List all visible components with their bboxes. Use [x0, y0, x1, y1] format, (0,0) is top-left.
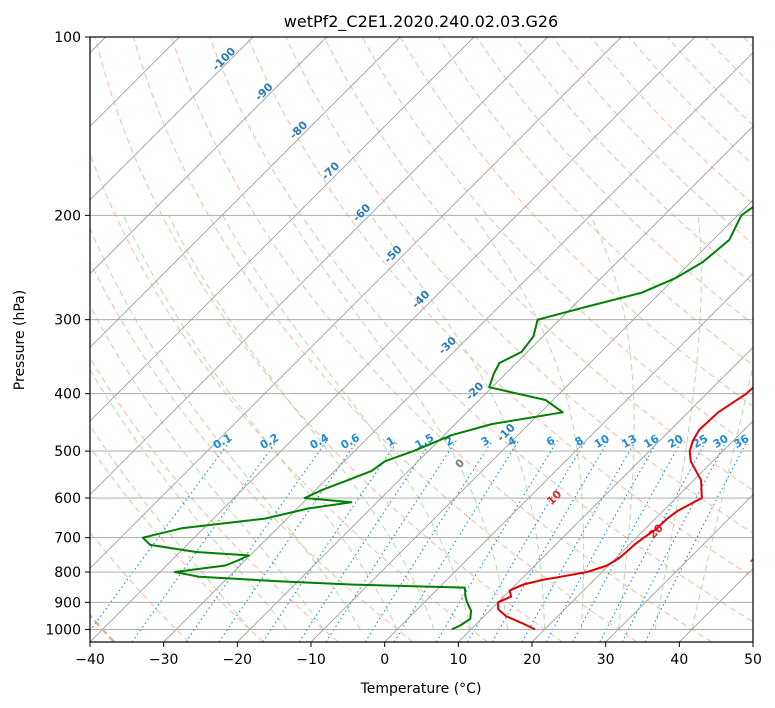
- isotherm-line: [90, 37, 475, 422]
- isotherm-line: [752, 641, 753, 642]
- plot-frame: [89, 36, 754, 643]
- dry-adiabat-line: [90, 260, 414, 642]
- isotherm-line: [384, 273, 753, 642]
- y-tick-label: 100: [54, 30, 81, 46]
- mixing-ratio-line: [364, 440, 493, 642]
- isotherms: [90, 37, 753, 642]
- moist-adiabat-line: [123, 215, 398, 630]
- x-axis: −40 −30 −20 −10 0 10 20 30 40 50: [75, 642, 762, 668]
- isotherm-line: [90, 37, 254, 201]
- isotherm-line: [237, 125, 753, 642]
- y-tick-label: 200: [54, 208, 81, 224]
- mixing-ratio-line: [185, 440, 328, 642]
- isotherm-line: [90, 37, 548, 496]
- y-tick-label: 700: [54, 531, 81, 547]
- mixing-ratio-line: [599, 440, 707, 642]
- dry-adiabat-line: [769, 24, 775, 642]
- temperature-profile-line: [497, 386, 753, 631]
- isotherm-line: [163, 52, 753, 642]
- isotherm-line: [90, 37, 696, 642]
- y-tick-label: 900: [54, 595, 81, 611]
- y-tick-label: 1000: [45, 622, 81, 638]
- mixing-ratio-line: [545, 440, 659, 642]
- isotherm-line: [605, 494, 753, 642]
- mixing-ratio-line: [521, 440, 637, 642]
- dry-adiabat-line: [209, 37, 753, 623]
- isotherm-line: [458, 346, 753, 642]
- moist-adiabat-line: [90, 304, 325, 630]
- dry-adiabat-label: 30: [748, 550, 768, 570]
- mixing-ratio-line: [131, 440, 278, 642]
- x-tick-label: 0: [380, 652, 389, 668]
- x-tick-label: 40: [670, 652, 688, 668]
- isotherm-line: [90, 37, 622, 569]
- chart-title: wetPf2_C2E1.2020.240.02.03.G26: [284, 12, 558, 32]
- mixing-ratio-line: [467, 440, 587, 642]
- x-tick-label: 10: [449, 652, 467, 668]
- mixing-ratio-line: [393, 440, 520, 642]
- mixing-ratio-line: [621, 440, 728, 642]
- dry-adiabat-line: [437, 37, 753, 366]
- x-tick-label: −10: [296, 652, 326, 668]
- x-tick-label: 20: [523, 652, 541, 668]
- x-tick-label: −20: [223, 652, 253, 668]
- dewpoint-profile-line: [141, 205, 753, 631]
- isotherm-line: [310, 199, 753, 642]
- dry-adiabat-line: [323, 37, 753, 491]
- profiles: [141, 205, 753, 631]
- plot-area: 0.1 0.2 0.4 0.6 1 1.5 2 3 4 6 8 10 13 16 20 25 30 36-100-…: [90, 24, 775, 642]
- x-axis-title: Temperature (°C): [360, 681, 482, 697]
- x-tick-label: 30: [597, 652, 615, 668]
- y-tick-label: 800: [54, 565, 81, 581]
- dry-adiabat-line: [90, 446, 264, 642]
- dry-adiabat-line: [361, 37, 753, 449]
- mixing-ratio-line: [572, 440, 683, 642]
- mixing-ratio-line: [644, 440, 748, 642]
- mixing-ratio-line: [298, 440, 432, 642]
- dry-adiabat-line: [247, 37, 753, 578]
- mixing-ratio-lines: [90, 440, 748, 642]
- y-axis-title: Pressure (hPa): [12, 290, 28, 390]
- dry-adiabat-line: [399, 37, 753, 407]
- x-tick-label: −30: [149, 652, 179, 668]
- pressure-gridlines: [90, 37, 753, 630]
- x-tick-label: −40: [75, 652, 105, 668]
- dry-adiabat-line: [132, 37, 638, 642]
- dry-adiabat-line: [285, 37, 753, 535]
- y-axis: 100 200 300 400 500 600 700 800 900 1000: [45, 30, 90, 638]
- y-tick-label: 300: [54, 313, 81, 329]
- y-tick-label: 400: [54, 387, 81, 403]
- y-tick-label: 500: [54, 444, 81, 460]
- isotherm-line: [90, 37, 327, 275]
- y-tick-label: 600: [54, 491, 81, 507]
- mixing-ratio-line: [435, 440, 558, 642]
- x-tick-label: 50: [744, 652, 762, 668]
- mixing-ratio-line: [491, 440, 609, 642]
- isotherm-line: [531, 420, 753, 642]
- isotherm-line: [90, 37, 401, 348]
- dry-adiabat-line: [90, 152, 488, 642]
